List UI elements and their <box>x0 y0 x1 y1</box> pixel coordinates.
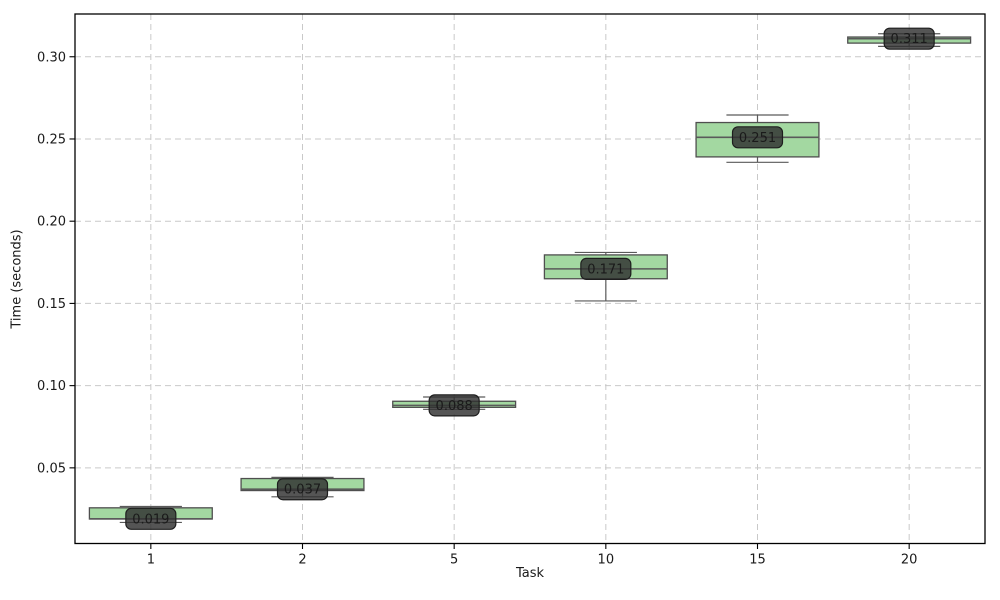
x-tick-label: 2 <box>298 553 306 568</box>
median-annotation: 0.088 <box>428 394 480 417</box>
y-tick-label: 0.05 <box>37 461 66 476</box>
annotation-box <box>731 126 784 149</box>
annotation-value: 0.037 <box>284 483 321 498</box>
axis-ticks: 0.05 0.10 0.15 0.20 0.25 0.30 1 2 5 10 15 20 <box>37 50 917 567</box>
median-annotation: 0.311 <box>883 27 935 50</box>
median-annotation: 0.019 <box>125 507 177 530</box>
annotation-box <box>580 257 632 280</box>
annotation-value: 0.088 <box>436 399 473 414</box>
x-tick-label: 1 <box>147 553 155 568</box>
annotation-value: 0.311 <box>891 32 928 47</box>
median-annotation: 0.251 <box>731 126 784 149</box>
median-annotation: 0.037 <box>276 478 329 501</box>
y-tick-label: 0.20 <box>37 215 66 230</box>
x-tick-label: 10 <box>598 553 615 568</box>
y-axis-title: Time (seconds) <box>9 229 25 329</box>
x-tick-label: 5 <box>450 553 458 568</box>
y-tick-label: 0.30 <box>37 50 66 65</box>
plot-frame <box>74 13 986 545</box>
annotation-value: 0.251 <box>739 131 776 146</box>
annotation-value: 0.171 <box>587 262 624 277</box>
y-tick-label: 0.15 <box>37 297 66 312</box>
annotation-value: 0.019 <box>132 512 169 527</box>
y-tick-label: 0.10 <box>37 379 66 394</box>
x-tick-label: 20 <box>901 553 918 568</box>
annotation-box <box>428 394 480 417</box>
x-tick-label: 15 <box>749 553 766 568</box>
annotation-box <box>883 27 935 50</box>
annotation-box <box>125 507 177 530</box>
plot-background <box>75 14 985 544</box>
annotation-box <box>276 478 329 501</box>
x-axis-title: Task <box>515 566 545 581</box>
y-tick-label: 0.25 <box>37 132 66 147</box>
median-annotation: 0.171 <box>580 257 632 280</box>
